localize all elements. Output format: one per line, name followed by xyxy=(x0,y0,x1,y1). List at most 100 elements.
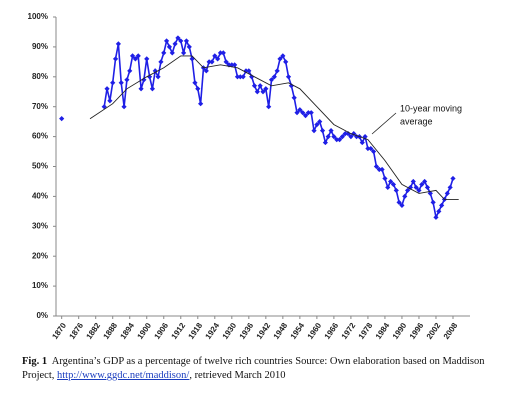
annotation: 10-year moving xyxy=(400,103,462,113)
data-marker xyxy=(246,68,252,74)
data-marker xyxy=(195,86,201,92)
x-tick-label: 1936 xyxy=(238,321,256,341)
data-marker xyxy=(410,178,416,185)
data-marker xyxy=(390,181,397,188)
data-marker xyxy=(206,59,212,65)
data-marker xyxy=(186,44,192,50)
y-tick-label: 60% xyxy=(32,132,48,141)
caption-text: Argentina’s GDP as a percentage of twelv… xyxy=(22,356,485,381)
data-marker xyxy=(280,53,286,59)
data-marker xyxy=(345,131,351,137)
x-tick-label: 1888 xyxy=(101,321,119,341)
caption-tail: , retrieved March 2010 xyxy=(189,370,286,381)
data-marker xyxy=(181,50,187,56)
data-marker xyxy=(444,190,450,197)
data-marker xyxy=(115,41,121,47)
data-marker xyxy=(373,163,380,170)
y-tick-label: 100% xyxy=(28,12,48,21)
x-tick-label: 1870 xyxy=(50,321,68,341)
annotation: average xyxy=(400,116,433,126)
data-marker xyxy=(144,56,150,62)
y-tick-label: 0% xyxy=(36,311,48,320)
data-marker xyxy=(379,166,385,173)
data-marker xyxy=(291,95,297,101)
annotation-leader xyxy=(371,112,397,135)
data-marker xyxy=(334,136,340,143)
data-marker xyxy=(314,122,320,128)
data-marker xyxy=(161,50,167,56)
data-marker xyxy=(220,50,226,56)
data-marker xyxy=(266,104,272,110)
data-marker xyxy=(277,56,283,62)
y-tick-label: 10% xyxy=(32,281,48,290)
data-marker xyxy=(388,178,394,185)
chart: 10-year moving average 0% 10% 20% 30% 40% 50%… xyxy=(28,12,470,341)
x-tick-label: 2008 xyxy=(442,321,460,341)
data-marker xyxy=(215,56,221,62)
data-marker xyxy=(110,80,116,86)
data-marker xyxy=(169,50,175,56)
x-tick-label: 1924 xyxy=(204,321,222,341)
data-marker xyxy=(254,89,260,95)
caption-label: Fig. 1 xyxy=(22,356,48,367)
y-tick-label: 20% xyxy=(32,251,48,260)
data-marker xyxy=(413,184,419,191)
y-tick-label: 90% xyxy=(32,42,48,51)
x-tick-label: 1894 xyxy=(119,321,137,341)
data-marker xyxy=(138,86,144,92)
data-marker xyxy=(393,187,399,194)
data-marker xyxy=(158,59,164,65)
data-marker xyxy=(234,74,241,80)
data-marker xyxy=(129,53,136,59)
data-marker xyxy=(385,184,391,191)
y-tick-label: 80% xyxy=(32,72,48,81)
data-marker xyxy=(407,184,414,191)
data-marker xyxy=(118,80,124,86)
x-tick-label: 1996 xyxy=(408,321,426,341)
data-marker xyxy=(163,38,170,44)
data-marker xyxy=(178,38,184,44)
data-marker xyxy=(285,74,292,80)
data-marker xyxy=(155,74,161,80)
data-marker xyxy=(427,190,433,197)
x-tick-label: 2002 xyxy=(425,321,443,341)
data-marker xyxy=(331,134,337,140)
x-tick-label: 1972 xyxy=(340,321,358,341)
data-marker xyxy=(121,104,127,110)
y-tick-label: 70% xyxy=(32,102,48,111)
data-marker xyxy=(342,131,348,137)
data-marker xyxy=(175,35,181,41)
x-tick-label: 1942 xyxy=(255,321,273,341)
y-tick-label: 40% xyxy=(32,192,48,201)
data-marker xyxy=(311,128,317,134)
data-marker xyxy=(297,107,303,113)
data-marker xyxy=(271,74,277,80)
data-marker xyxy=(396,199,402,205)
x-tick-label: 1876 xyxy=(67,321,85,341)
data-marker xyxy=(339,134,345,140)
data-marker xyxy=(447,184,453,191)
data-marker xyxy=(422,178,428,185)
data-marker xyxy=(416,187,422,194)
data-line xyxy=(103,36,454,220)
data-marker xyxy=(294,110,300,116)
data-marker xyxy=(223,59,229,65)
x-tick-label: 1954 xyxy=(289,321,307,341)
data-marker xyxy=(183,38,190,44)
data-marker xyxy=(351,131,357,137)
data-marker xyxy=(104,86,110,92)
data-marker xyxy=(305,110,311,116)
data-marker xyxy=(328,128,334,134)
caption-link[interactable]: http://www.ggdc.net/maddison/ xyxy=(57,370,190,381)
data-marker xyxy=(433,214,439,220)
x-tick-label: 1906 xyxy=(153,321,171,341)
x-tick-label: 1912 xyxy=(170,321,188,341)
x-tick-label: 1882 xyxy=(84,321,102,341)
data-marker xyxy=(336,136,343,143)
data-marker xyxy=(319,128,326,134)
data-marker xyxy=(203,68,209,74)
data-marker xyxy=(376,166,382,173)
data-marker xyxy=(405,187,411,194)
x-tick-label: 1978 xyxy=(357,321,375,341)
